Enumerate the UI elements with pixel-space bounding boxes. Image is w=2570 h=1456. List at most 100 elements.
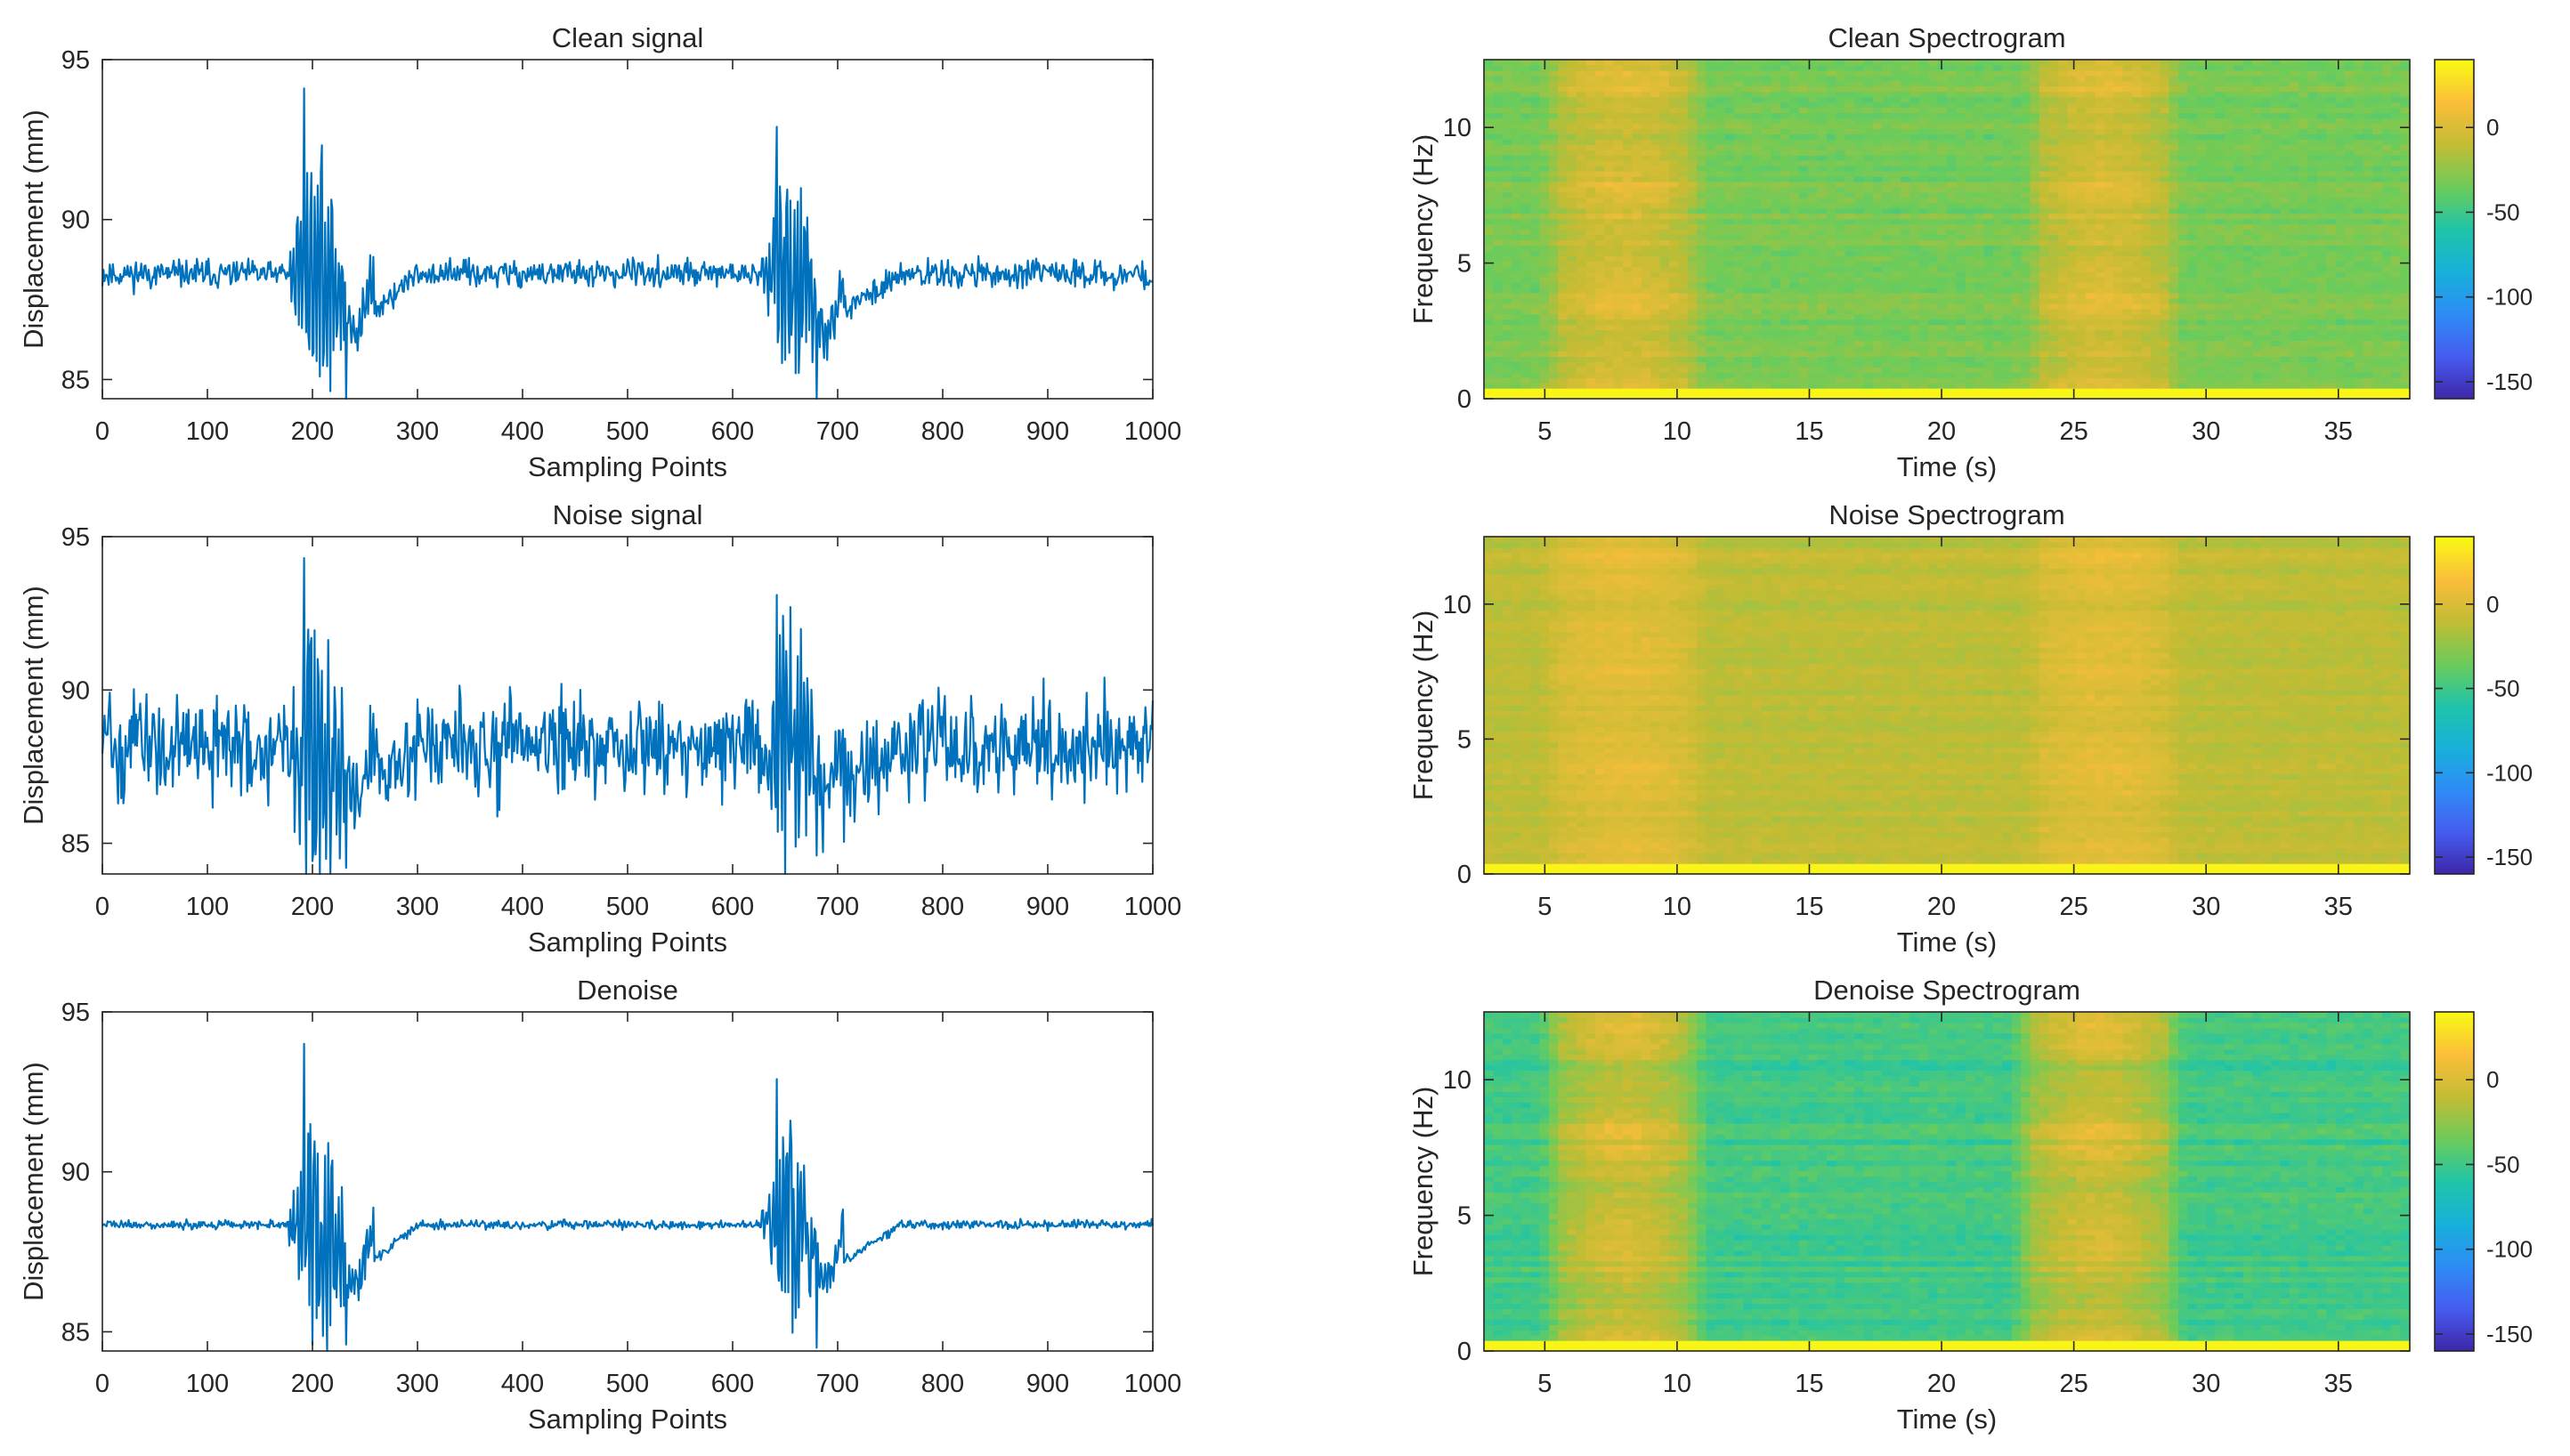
y-tick-label: 95: [61, 46, 90, 75]
y-tick-label: 10: [1443, 114, 1471, 142]
x-tick-label: 100: [186, 893, 229, 921]
y-tick-label: 5: [1457, 1202, 1471, 1231]
chart-title: Noise Spectrogram: [1828, 499, 2064, 530]
x-tick-label: 700: [816, 893, 859, 921]
colorbar: [2435, 1012, 2474, 1352]
x-tick-label: 10: [1663, 417, 1691, 446]
x-tick-label: 1000: [1124, 1370, 1182, 1398]
colorbar-tick-label: -100: [2486, 759, 2533, 786]
colorbar-tick-label: 0: [2486, 591, 2499, 618]
denoise-signal-axes: [102, 1012, 1153, 1351]
x-tick-label: 900: [1026, 893, 1069, 921]
colorbar-tick-label: -150: [2486, 844, 2533, 870]
colorbar-tick-label: 0: [2486, 1066, 2499, 1093]
colorbar-tick-label: -150: [2486, 1321, 2533, 1347]
x-tick-label: 400: [501, 893, 544, 921]
colorbar-tick-label: -100: [2486, 1236, 2533, 1263]
chart-title: Denoise: [577, 975, 678, 1006]
x-axis-label: Sampling Points: [528, 451, 727, 482]
y-axis-label: Frequency (Hz): [1407, 1087, 1439, 1277]
y-tick-label: 10: [1443, 591, 1471, 619]
x-tick-label: 800: [921, 417, 964, 446]
y-tick-label: 0: [1457, 385, 1471, 414]
x-tick-label: 700: [816, 1370, 859, 1398]
colorbar-tick-label: -100: [2486, 284, 2533, 311]
x-tick-label: 20: [1927, 893, 1956, 921]
x-tick-label: 600: [711, 417, 754, 446]
x-tick-label: 0: [95, 417, 109, 446]
x-tick-label: 1000: [1124, 417, 1182, 446]
x-tick-label: 600: [711, 1370, 754, 1398]
colorbar-tick-label: -50: [2486, 675, 2520, 702]
x-axis-label: Time (s): [1897, 451, 1998, 482]
y-tick-label: 95: [61, 523, 90, 552]
x-tick-label: 5: [1537, 417, 1552, 446]
x-tick-label: 800: [921, 893, 964, 921]
x-axis-label: Time (s): [1897, 926, 1998, 958]
y-tick-label: 0: [1457, 861, 1471, 889]
plot-area: [102, 60, 1153, 399]
plot-area: [102, 537, 1153, 874]
spectrogram-cells: [1484, 60, 2411, 400]
y-tick-label: 0: [1457, 1338, 1471, 1366]
x-tick-label: 500: [606, 417, 649, 446]
x-tick-label: 400: [501, 417, 544, 446]
y-tick-label: 90: [61, 1159, 90, 1187]
x-tick-label: 35: [2324, 893, 2353, 921]
y-tick-label: 5: [1457, 725, 1471, 754]
x-tick-label: 300: [396, 417, 439, 446]
x-tick-label: 10: [1663, 893, 1691, 921]
x-tick-label: 5: [1537, 893, 1552, 921]
x-tick-label: 800: [921, 1370, 964, 1398]
y-tick-label: 85: [61, 830, 90, 859]
y-axis-label: Displacement (mm): [18, 109, 49, 349]
x-tick-label: 25: [2059, 893, 2088, 921]
y-tick-label: 10: [1443, 1066, 1471, 1095]
x-tick-label: 400: [501, 1370, 544, 1398]
x-tick-label: 20: [1927, 417, 1956, 446]
x-tick-label: 500: [606, 893, 649, 921]
spectrogram-cells: [1484, 537, 2411, 875]
chart-title: Noise signal: [553, 499, 703, 530]
noise-signal-axes: [102, 537, 1153, 874]
x-axis-label: Time (s): [1897, 1403, 1998, 1435]
x-tick-label: 300: [396, 893, 439, 921]
x-tick-label: 200: [291, 893, 334, 921]
colorbar-tick-label: 0: [2486, 114, 2499, 141]
chart-title: Clean signal: [552, 22, 704, 53]
clean-signal-axes: [102, 60, 1153, 399]
colorbar: [2435, 60, 2474, 400]
x-axis-label: Sampling Points: [528, 926, 727, 958]
x-tick-label: 500: [606, 1370, 649, 1398]
spectrogram-cells: [1484, 1012, 2411, 1352]
x-tick-label: 5: [1537, 1370, 1552, 1398]
x-tick-label: 100: [186, 417, 229, 446]
x-tick-label: 600: [711, 893, 754, 921]
x-tick-label: 300: [396, 1370, 439, 1398]
x-tick-label: 0: [95, 1370, 109, 1398]
x-tick-label: 900: [1026, 417, 1069, 446]
y-tick-label: 85: [61, 1318, 90, 1347]
x-tick-label: 30: [2192, 417, 2220, 446]
denoise-spectrogram-axes: [1484, 1012, 2474, 1352]
y-axis-label: Displacement (mm): [18, 1062, 49, 1301]
x-tick-label: 30: [2192, 1370, 2220, 1398]
figure: 01002003004005006007008009001000859095Cl…: [0, 0, 2570, 1452]
x-tick-label: 15: [1795, 893, 1823, 921]
x-tick-label: 200: [291, 1370, 334, 1398]
x-tick-label: 0: [95, 893, 109, 921]
x-axis-label: Sampling Points: [528, 1403, 727, 1435]
x-tick-label: 700: [816, 417, 859, 446]
plot-area: [102, 1012, 1153, 1351]
y-tick-label: 95: [61, 999, 90, 1027]
x-tick-label: 100: [186, 1370, 229, 1398]
x-tick-label: 1000: [1124, 893, 1182, 921]
x-tick-label: 900: [1026, 1370, 1069, 1398]
x-tick-label: 35: [2324, 417, 2353, 446]
y-tick-label: 90: [61, 206, 90, 235]
colorbar-tick-label: -50: [2486, 198, 2520, 225]
noise-spectrogram-axes: [1484, 537, 2474, 875]
y-tick-label: 85: [61, 366, 90, 394]
x-tick-label: 20: [1927, 1370, 1956, 1398]
y-axis-label: Frequency (Hz): [1407, 611, 1439, 801]
